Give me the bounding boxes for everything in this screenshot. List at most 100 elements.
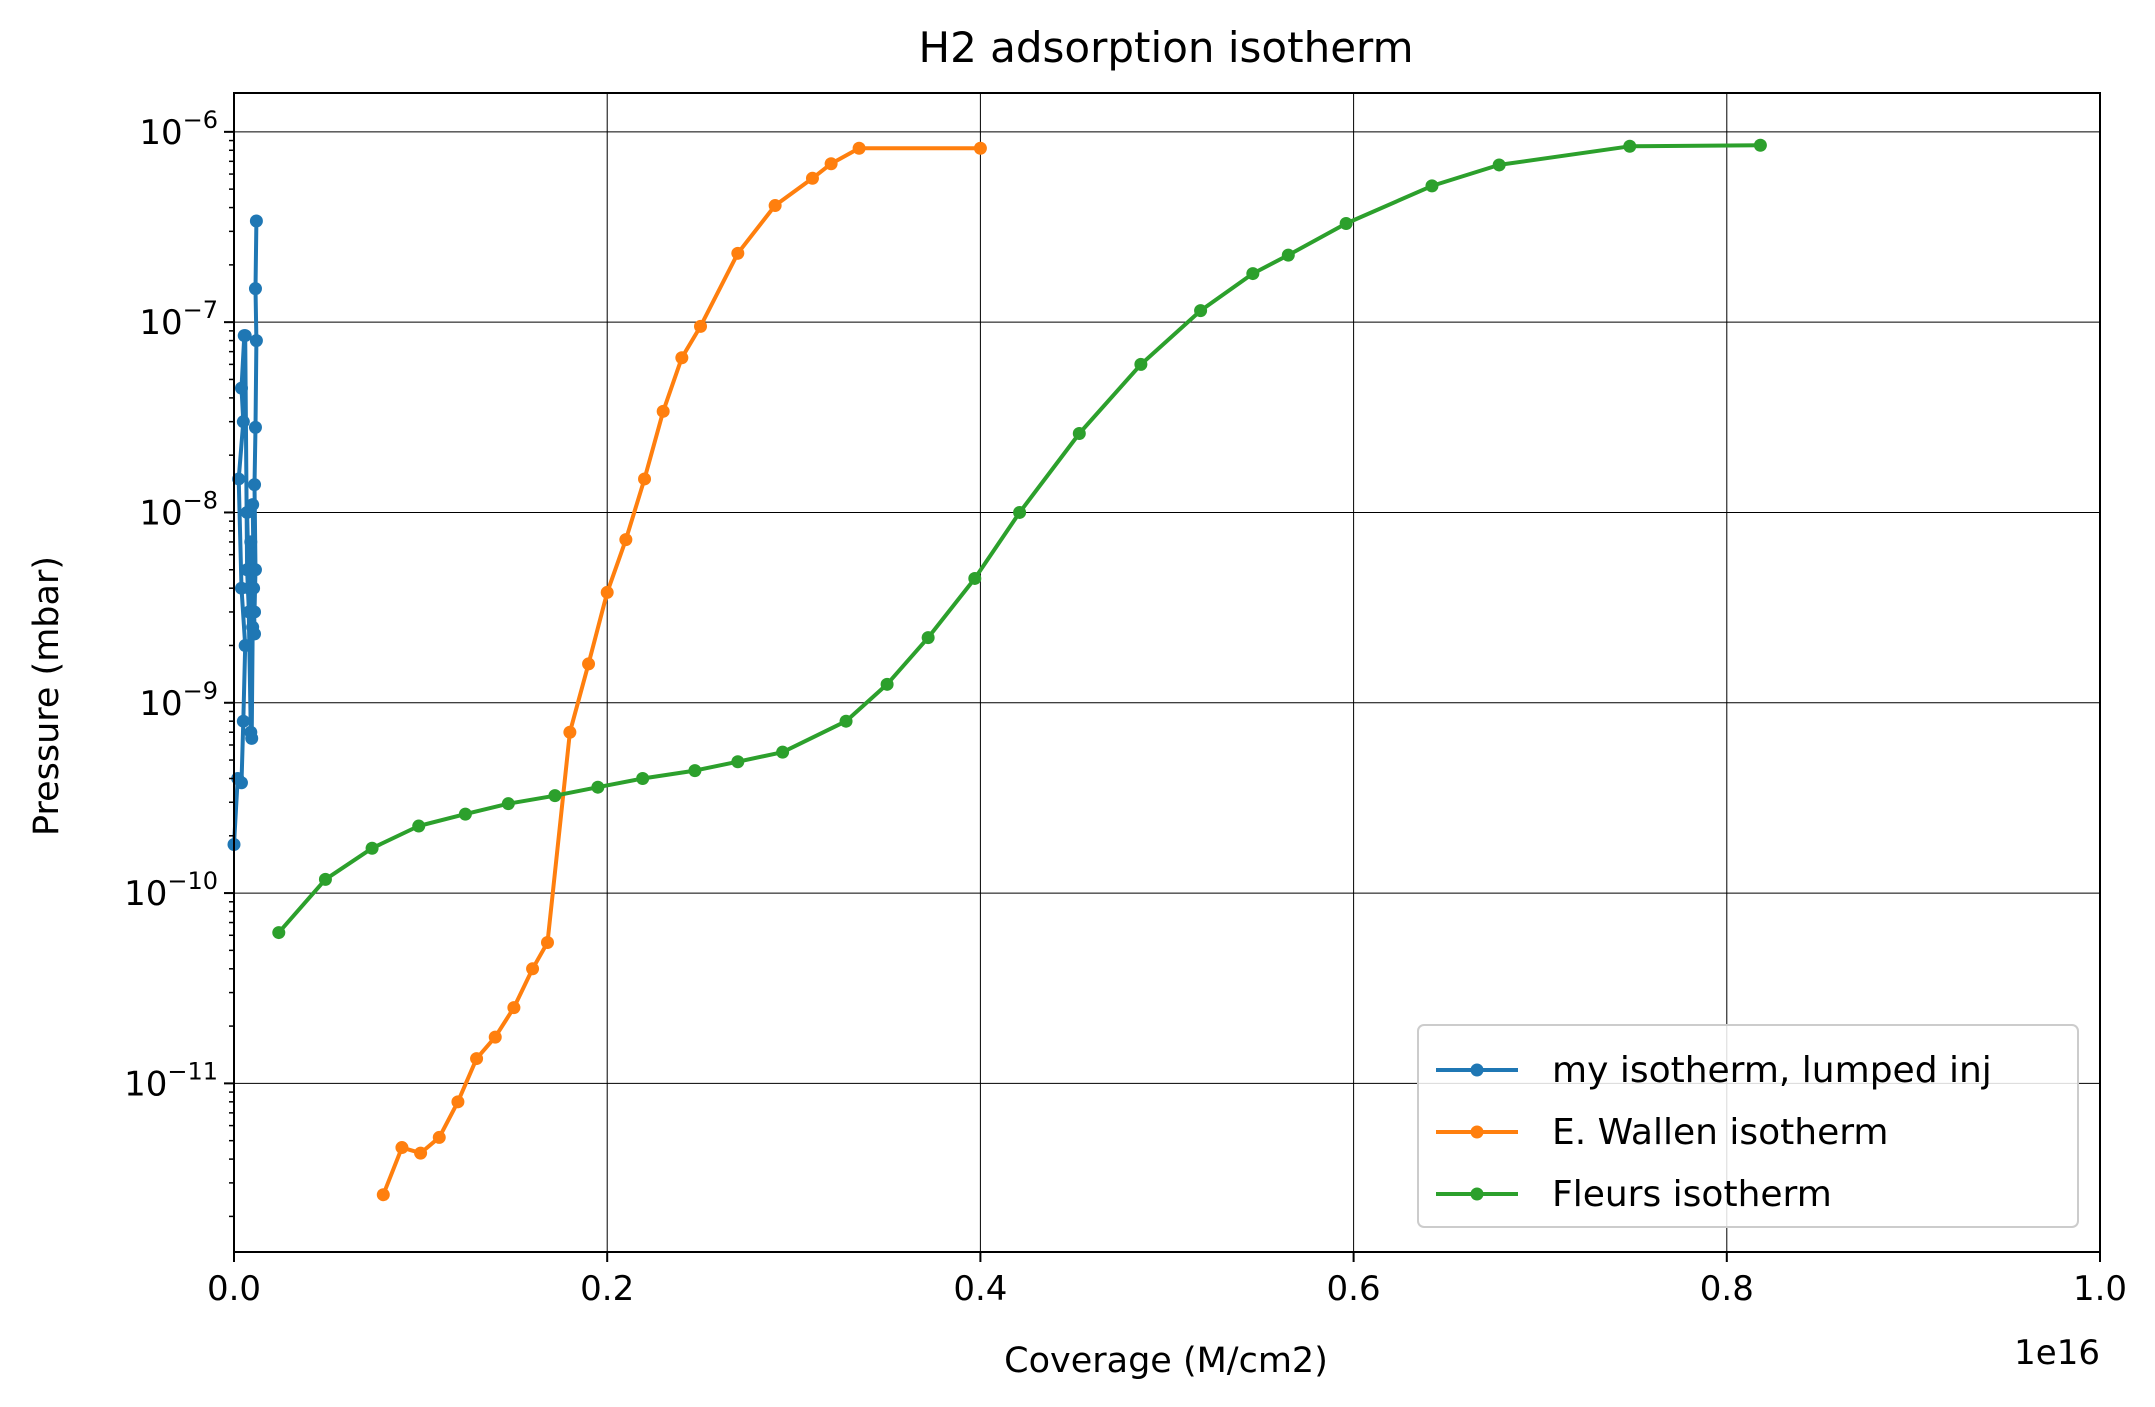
data-point <box>249 334 263 348</box>
series-3 <box>272 138 1767 940</box>
data-point <box>244 535 258 549</box>
data-point <box>619 533 633 547</box>
legend-entry: E. Wallen isotherm <box>1436 1112 1889 1153</box>
data-point <box>248 627 262 641</box>
data-point <box>246 498 260 512</box>
data-point <box>238 638 252 652</box>
series-layer <box>227 138 1767 1202</box>
data-point <box>470 1052 484 1066</box>
y-tick-label: 10−11 <box>124 1057 218 1104</box>
data-point <box>236 415 250 429</box>
data-point <box>395 1141 409 1155</box>
data-point <box>414 1146 428 1160</box>
legend-swatch-marker <box>1470 1063 1484 1077</box>
series-line <box>381 146 981 1196</box>
data-point <box>563 725 577 739</box>
x-axis-label: Coverage (M/cm2) <box>1004 1341 1328 1381</box>
x-tick-label: 0.6 <box>1327 1269 1381 1309</box>
data-point <box>1194 304 1208 318</box>
data-point <box>1134 357 1148 371</box>
y-tick-label: 10−7 <box>139 296 218 343</box>
data-point <box>245 731 259 745</box>
data-point <box>1492 158 1506 172</box>
data-point <box>501 797 515 811</box>
y-tick-label: 10−9 <box>139 677 218 724</box>
plot-frame <box>233 92 2101 1253</box>
data-point <box>318 872 332 886</box>
data-point <box>839 714 853 728</box>
data-point <box>365 841 379 855</box>
legend-swatch-marker <box>1470 1187 1484 1201</box>
x-axis-offset-label: 1e16 <box>2014 1333 2100 1373</box>
data-point <box>1623 139 1637 153</box>
data-point <box>921 631 935 645</box>
data-point <box>1072 426 1086 440</box>
data-point <box>248 563 262 577</box>
series-1 <box>227 214 263 851</box>
data-point <box>248 420 262 434</box>
y-tick-label: 10−6 <box>139 106 218 153</box>
legend-label: E. Wallen isotherm <box>1552 1112 1889 1153</box>
data-point <box>526 962 540 976</box>
legend-swatch-marker <box>1470 1125 1484 1139</box>
data-point <box>234 381 248 395</box>
x-tick-label: 1.0 <box>2073 1269 2127 1309</box>
data-point <box>249 214 263 228</box>
data-point <box>247 581 261 595</box>
x-tick-label: 0.8 <box>1700 1269 1754 1309</box>
data-point <box>824 157 838 171</box>
legend-label: Fleurs isotherm <box>1552 1174 1832 1215</box>
data-point <box>540 935 554 949</box>
data-point <box>731 755 745 769</box>
data-point <box>272 926 286 940</box>
legend: my isotherm, lumped inj E. Wallen isother… <box>1417 1024 2079 1228</box>
data-point <box>1425 179 1439 193</box>
data-point <box>248 605 262 619</box>
data-point <box>688 764 702 778</box>
chart-title: H2 adsorption isotherm <box>919 23 1414 72</box>
x-tick-label: 0.2 <box>580 1269 634 1309</box>
data-point <box>412 819 426 833</box>
data-point <box>768 199 782 213</box>
data-point <box>600 585 614 599</box>
data-point <box>238 329 252 343</box>
data-point <box>638 472 652 486</box>
data-point <box>694 319 707 333</box>
data-point <box>488 1030 502 1044</box>
data-point <box>507 1001 521 1015</box>
data-point <box>656 404 670 418</box>
legend-entry: Fleurs isotherm <box>1436 1174 1832 1215</box>
y-axis-label: Pressure (mbar) <box>27 556 67 836</box>
data-point <box>591 780 605 794</box>
data-point <box>248 478 262 492</box>
data-point <box>432 1130 446 1144</box>
data-point <box>248 282 262 296</box>
data-point <box>1753 138 1767 152</box>
data-point <box>232 472 246 486</box>
data-point <box>731 246 745 260</box>
data-point <box>805 171 819 185</box>
data-point <box>852 141 866 155</box>
y-tick-label: 10−10 <box>124 867 218 914</box>
data-point <box>1013 505 1027 519</box>
data-point <box>376 1188 390 1202</box>
legend-label: my isotherm, lumped inj <box>1552 1050 1992 1091</box>
data-point <box>1281 248 1295 262</box>
x-tick-label: 0.4 <box>953 1269 1007 1309</box>
data-point <box>973 141 987 155</box>
ticks: 0.0 0.2 0.4 0.6 0.8 1.0 10−11 10−10 10−9 10−8 10−7… <box>124 106 2127 1309</box>
x-tick-label: 0.0 <box>207 1269 261 1309</box>
data-point <box>234 776 248 790</box>
series-2 <box>376 141 987 1202</box>
y-tick-label: 10−8 <box>139 486 218 533</box>
data-point <box>1246 267 1260 281</box>
data-point <box>458 807 472 821</box>
data-point <box>582 657 596 671</box>
data-point <box>548 789 562 803</box>
data-point <box>451 1095 465 1109</box>
data-point <box>880 677 894 691</box>
data-point <box>236 714 250 728</box>
data-point <box>776 745 790 759</box>
